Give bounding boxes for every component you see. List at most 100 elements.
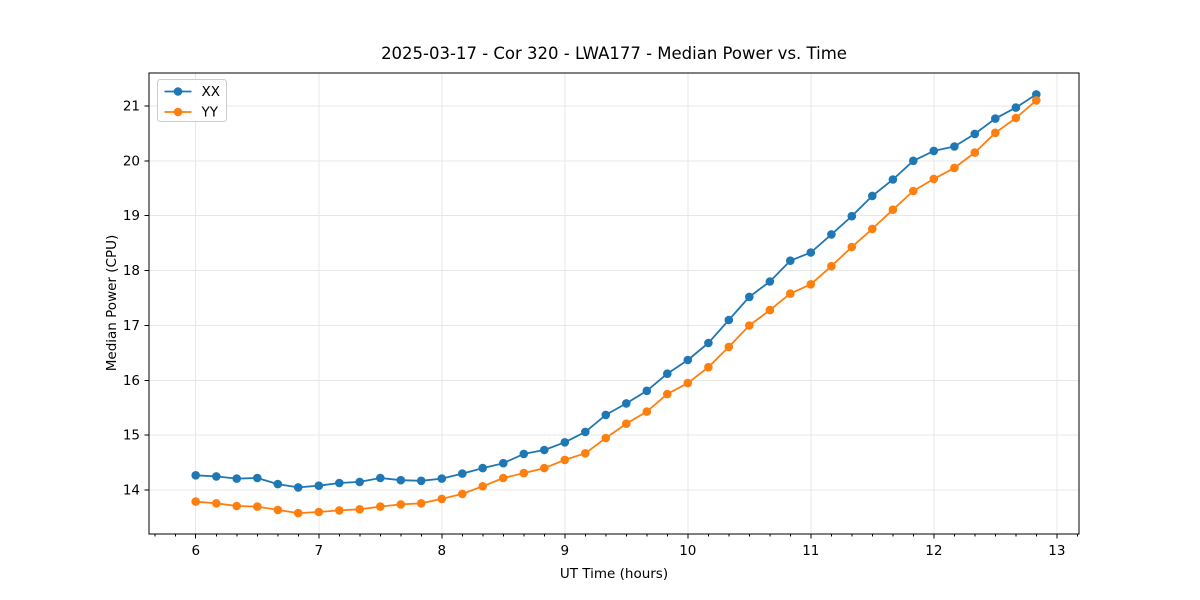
series-XX-marker — [847, 211, 857, 221]
x-axis-label: UT Time (hours) — [559, 566, 669, 582]
series-YY-marker — [724, 342, 734, 352]
series-XX-marker — [601, 410, 611, 420]
series-YY-marker — [437, 494, 447, 504]
series-XX-marker — [683, 355, 693, 365]
legend-marker-YY — [173, 107, 183, 117]
series-YY-marker — [745, 321, 754, 330]
series-XX-marker — [868, 191, 877, 201]
series-XX-marker — [314, 481, 324, 491]
series-XX-marker — [540, 445, 549, 455]
y-axis-label: Median Power (CPU) — [104, 234, 120, 372]
series-YY-marker — [642, 407, 652, 416]
legend: XX YY — [157, 79, 227, 122]
series-XX-marker — [437, 474, 447, 483]
series-YY-marker — [601, 433, 611, 443]
series-YY-marker — [376, 502, 385, 511]
series-YY-marker — [847, 242, 857, 252]
series-YY-marker — [212, 499, 221, 508]
series-XX-marker — [1032, 90, 1041, 99]
chart-title: 2025-03-17 - Cor 320 - LWA177 - Median P… — [381, 44, 847, 63]
series-YY-marker — [416, 499, 426, 508]
series-XX-marker — [376, 473, 385, 483]
series-YY-marker — [1011, 113, 1021, 123]
series-YY — [191, 96, 1041, 518]
series-YY-marker — [499, 473, 508, 483]
y-tick-label: 17 — [123, 318, 140, 334]
series-XX-marker — [519, 449, 529, 459]
series-YY-marker — [827, 261, 836, 271]
x-tick-label: 11 — [802, 543, 819, 559]
legend-label-XX: XX — [202, 84, 221, 100]
series-YY-marker — [765, 305, 775, 315]
series-YY-marker — [909, 186, 918, 196]
series-XX-line — [194, 93, 1038, 489]
series-YY-marker — [970, 148, 980, 157]
series-XX-marker — [212, 472, 221, 481]
series-XX-marker — [335, 478, 344, 488]
series-YY-marker — [335, 506, 344, 515]
series-YY-marker — [560, 455, 570, 465]
x-tick-label: 7 — [314, 543, 323, 559]
series-XX — [191, 90, 1041, 492]
legend-label-YY: YY — [201, 105, 219, 121]
series-YY-marker — [991, 128, 1000, 138]
series-YY-marker — [704, 362, 713, 372]
y-tick-label: 18 — [123, 263, 140, 279]
series-YY-marker — [191, 497, 200, 506]
series-XX-marker — [1011, 103, 1021, 112]
ticks: 6 7 8 9 10 11 12 13 14 15 16 17 18 19 20 21 — [123, 98, 1078, 559]
series-XX-marker — [642, 386, 652, 396]
series-YY-marker — [232, 501, 241, 511]
series-YY-marker — [622, 419, 631, 429]
series-YY-marker — [663, 389, 672, 399]
series-YY-marker — [519, 468, 529, 478]
y-tick-label: 19 — [123, 208, 140, 224]
series-XX-marker — [581, 427, 590, 437]
series-YY-marker — [1032, 96, 1041, 105]
y-tick-label: 20 — [123, 153, 140, 169]
series-XX-marker — [888, 175, 898, 184]
series-XX-marker — [458, 469, 467, 478]
series-XX-marker — [991, 114, 1000, 123]
series-XX-marker — [765, 277, 775, 286]
series-XX-marker — [929, 146, 939, 156]
series-XX-marker — [806, 248, 816, 257]
series-XX-marker — [786, 256, 795, 266]
series-XX-marker — [499, 458, 508, 468]
series-XX-marker — [950, 142, 959, 151]
series-YY-marker — [314, 507, 324, 517]
y-tick-label: 14 — [123, 483, 140, 499]
series-YY-marker — [888, 205, 898, 214]
series-XX-marker — [478, 463, 488, 473]
y-tick-label: 15 — [123, 428, 140, 444]
series-XX-marker — [970, 129, 980, 139]
series-XX-marker — [909, 156, 918, 166]
series-YY-marker — [355, 505, 365, 514]
series-XX-marker — [704, 338, 713, 348]
series-XX-marker — [745, 292, 754, 302]
series-XX-marker — [293, 483, 303, 492]
series-XX-marker — [252, 473, 262, 483]
series-YY-marker — [252, 502, 262, 511]
legend-marker-XX — [173, 87, 183, 96]
series-XX-marker — [827, 230, 836, 239]
series-YY-marker — [806, 280, 816, 289]
series-YY-marker — [581, 449, 590, 458]
series-XX-marker — [663, 369, 672, 379]
series-YY-marker — [929, 174, 939, 184]
series-XX-marker — [273, 479, 283, 489]
axes-spines — [148, 72, 1080, 535]
x-tick-label: 13 — [1048, 543, 1065, 559]
series-XX-marker — [396, 475, 406, 485]
x-tick-label: 10 — [679, 543, 696, 559]
series-YY-marker — [478, 482, 488, 491]
x-tick-label: 6 — [191, 543, 200, 559]
series-YY-marker — [683, 378, 693, 388]
series-YY-marker — [293, 508, 303, 518]
series-XX-marker — [560, 438, 570, 447]
series-YY-marker — [273, 505, 283, 515]
series-XX-marker — [724, 315, 734, 325]
series-XX-marker — [416, 476, 426, 486]
